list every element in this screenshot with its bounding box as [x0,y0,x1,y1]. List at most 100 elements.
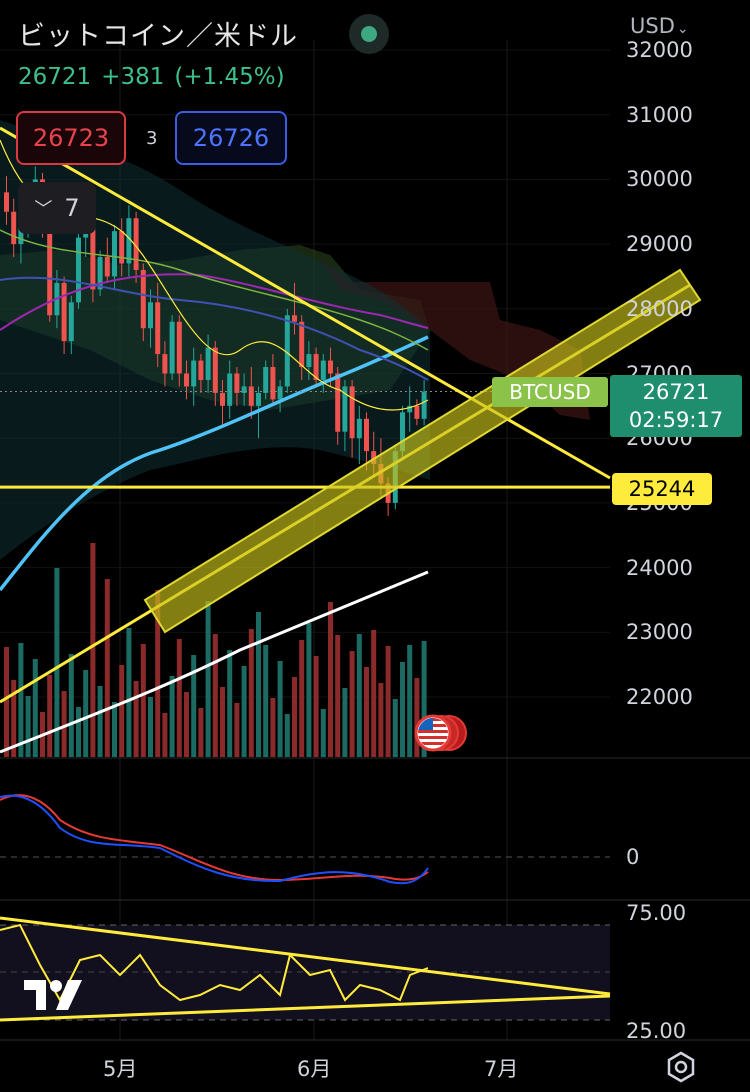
us-flag-icon[interactable] [413,713,469,753]
volume-bar [306,623,312,757]
candle-body [47,231,53,316]
candle-body [76,237,81,303]
candle-body [248,386,254,406]
candle-body [364,418,369,452]
volume-bar [184,692,189,757]
macd-line [0,794,429,885]
macd-signal-line [0,794,429,882]
volume-bar [76,707,81,757]
rsi-upper-trendline [0,916,611,996]
candle-body [356,418,362,439]
price-axis-label: 29000 [626,232,693,257]
volume-bar [191,655,197,757]
candle-body [414,405,420,419]
candle-body [256,392,261,406]
horizontal-level-badge: 25244 [612,473,712,505]
volume-bar [11,680,17,757]
candle-body [18,224,24,245]
candle-body [126,218,132,264]
last-price: 26721 [18,64,92,90]
quote-line: 26721 +381 (+1.45%) [18,64,295,90]
volume-bar [263,645,269,757]
volume-bar [25,696,31,757]
price-axis-label: 28000 [626,296,693,321]
volume-ma-line [0,570,429,754]
volume-bar [342,688,348,757]
price-axis-label: 30000 [626,167,693,192]
ma-indigo [0,276,429,381]
candle-body [241,386,247,393]
volume-bar [4,647,9,757]
spread-value: 3 [146,128,158,149]
price-change: +381 [101,64,165,90]
volume-bar [241,666,247,757]
volume-bar [18,643,24,757]
volume-bar [349,651,355,757]
volume-bar [119,665,125,757]
candle-body [227,373,233,406]
volume-bar [356,634,362,757]
candle-body [61,282,67,342]
sell-button[interactable]: 26723 [16,111,126,165]
price-axis-label: 24000 [626,555,693,580]
volume-bar [220,687,225,757]
candle-body [407,405,413,413]
volume-bar [227,650,233,757]
currency-selector[interactable]: USD ⌄ [630,14,689,38]
candle-body [176,321,182,374]
volume-bar [140,644,146,757]
time-label: 6月 [297,1057,332,1081]
candle-body [306,354,312,368]
rsi-upper-label: 75.00 [626,901,687,925]
candle-body [191,360,197,387]
volume-bar [205,601,211,757]
bollinger-band [0,120,430,560]
candle-body [112,231,117,277]
indicators-toggle-button[interactable]: ﹀ 7 [18,182,96,234]
current-price-badge: 26721 02:59:17 [610,375,742,437]
indicator-count: 7 [64,194,80,222]
candle-body [371,451,377,465]
symbol-title[interactable]: ビットコイン／米ドル [18,21,298,52]
candle-body [284,315,290,387]
volume-bar [277,661,283,757]
price-change-percent: (+1.45%) [174,64,285,90]
candle-body [133,218,139,270]
volume-bar [112,702,117,757]
candle-body [335,373,341,432]
symbol-badge: BTCUSD [492,377,608,407]
candle-body [184,373,189,387]
volume-bar [212,634,218,757]
volume-bar [97,686,103,757]
candle-body [148,302,153,329]
candle-body [313,354,319,380]
candle-body [205,347,211,380]
time-label: 5月 [103,1057,138,1081]
volume-bar [256,612,261,757]
candle-body [328,360,333,374]
gear-icon[interactable] [664,1050,698,1084]
candle-body [140,269,146,329]
volume-bar [299,640,305,757]
rsi-line [0,923,429,1003]
volume-bar [292,677,297,757]
candle-body [342,386,348,432]
live-status-icon [349,14,389,54]
rsi-lower-trendline [0,994,611,1022]
buy-button[interactable]: 26726 [175,111,287,165]
candle-body [299,321,305,368]
volume-bar [68,654,74,757]
candle-body [292,315,297,322]
volume-bar [400,662,405,757]
volume-bar [414,678,420,757]
currency-label: USD [630,14,675,38]
candle-body [220,392,225,406]
macd-zero-label: 0 [626,845,640,869]
candle-body [400,412,405,452]
chevron-down-icon: ⌄ [676,21,689,37]
volume-bar [126,628,132,757]
candle-body [155,302,161,355]
candle-body [104,257,110,277]
volume-bar [47,675,53,757]
